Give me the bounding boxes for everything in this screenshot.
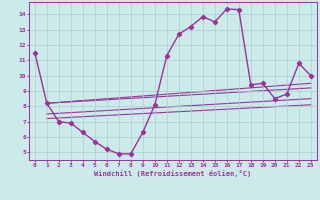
X-axis label: Windchill (Refroidissement éolien,°C): Windchill (Refroidissement éolien,°C)	[94, 170, 252, 177]
